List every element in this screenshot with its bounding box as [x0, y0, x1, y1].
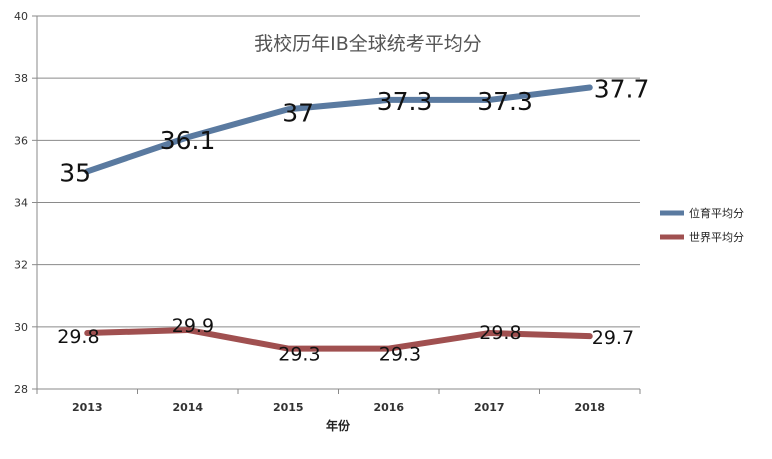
y-tick-label: 28 [14, 383, 28, 396]
data-label: 29.3 [278, 344, 320, 366]
chart-title: 我校历年IB全球统考平均分 [254, 33, 482, 55]
y-tick-label: 40 [14, 10, 28, 23]
x-tick-label: 2014 [172, 401, 203, 414]
y-tick-label: 38 [14, 72, 28, 85]
x-tick-label: 2018 [574, 401, 605, 414]
data-label: 37 [282, 98, 314, 127]
y-tick-label: 34 [14, 197, 28, 210]
x-tick-label: 2016 [373, 401, 404, 414]
data-label: 29.3 [379, 344, 421, 366]
x-tick-label: 2017 [474, 401, 505, 414]
y-tick-label: 30 [14, 321, 28, 334]
data-labels: 35 36.1 37 37.3 37.3 37.7 29.8 29.9 29.3 29.3 29.8… [57, 74, 649, 365]
data-label: 37.7 [594, 74, 650, 103]
series-line-world [84, 326, 593, 352]
axes: 28 30 32 34 36 38 40 2013 2014 2015 2016 2017 2018 [14, 10, 641, 414]
x-tick-label: 2015 [273, 401, 304, 414]
data-label: 29.8 [57, 326, 99, 348]
series-lines [84, 84, 593, 352]
data-label: 35 [59, 158, 91, 187]
series-line-school [84, 84, 593, 175]
data-label: 29.8 [479, 322, 521, 344]
data-label: 37.3 [477, 87, 533, 116]
data-label: 37.3 [377, 87, 433, 116]
data-label: 29.9 [172, 315, 214, 337]
y-tick-label: 32 [14, 259, 28, 272]
data-label: 36.1 [160, 126, 216, 155]
x-tick-label: 2013 [72, 401, 103, 414]
y-tick-label: 36 [14, 134, 28, 147]
legend-entry-label: 世界平均分 [689, 231, 744, 244]
legend-entry-label: 位育平均分 [689, 206, 744, 220]
x-axis-title: 年份 [326, 418, 351, 433]
data-label: 29.7 [592, 327, 634, 349]
gridlines [37, 15, 640, 390]
